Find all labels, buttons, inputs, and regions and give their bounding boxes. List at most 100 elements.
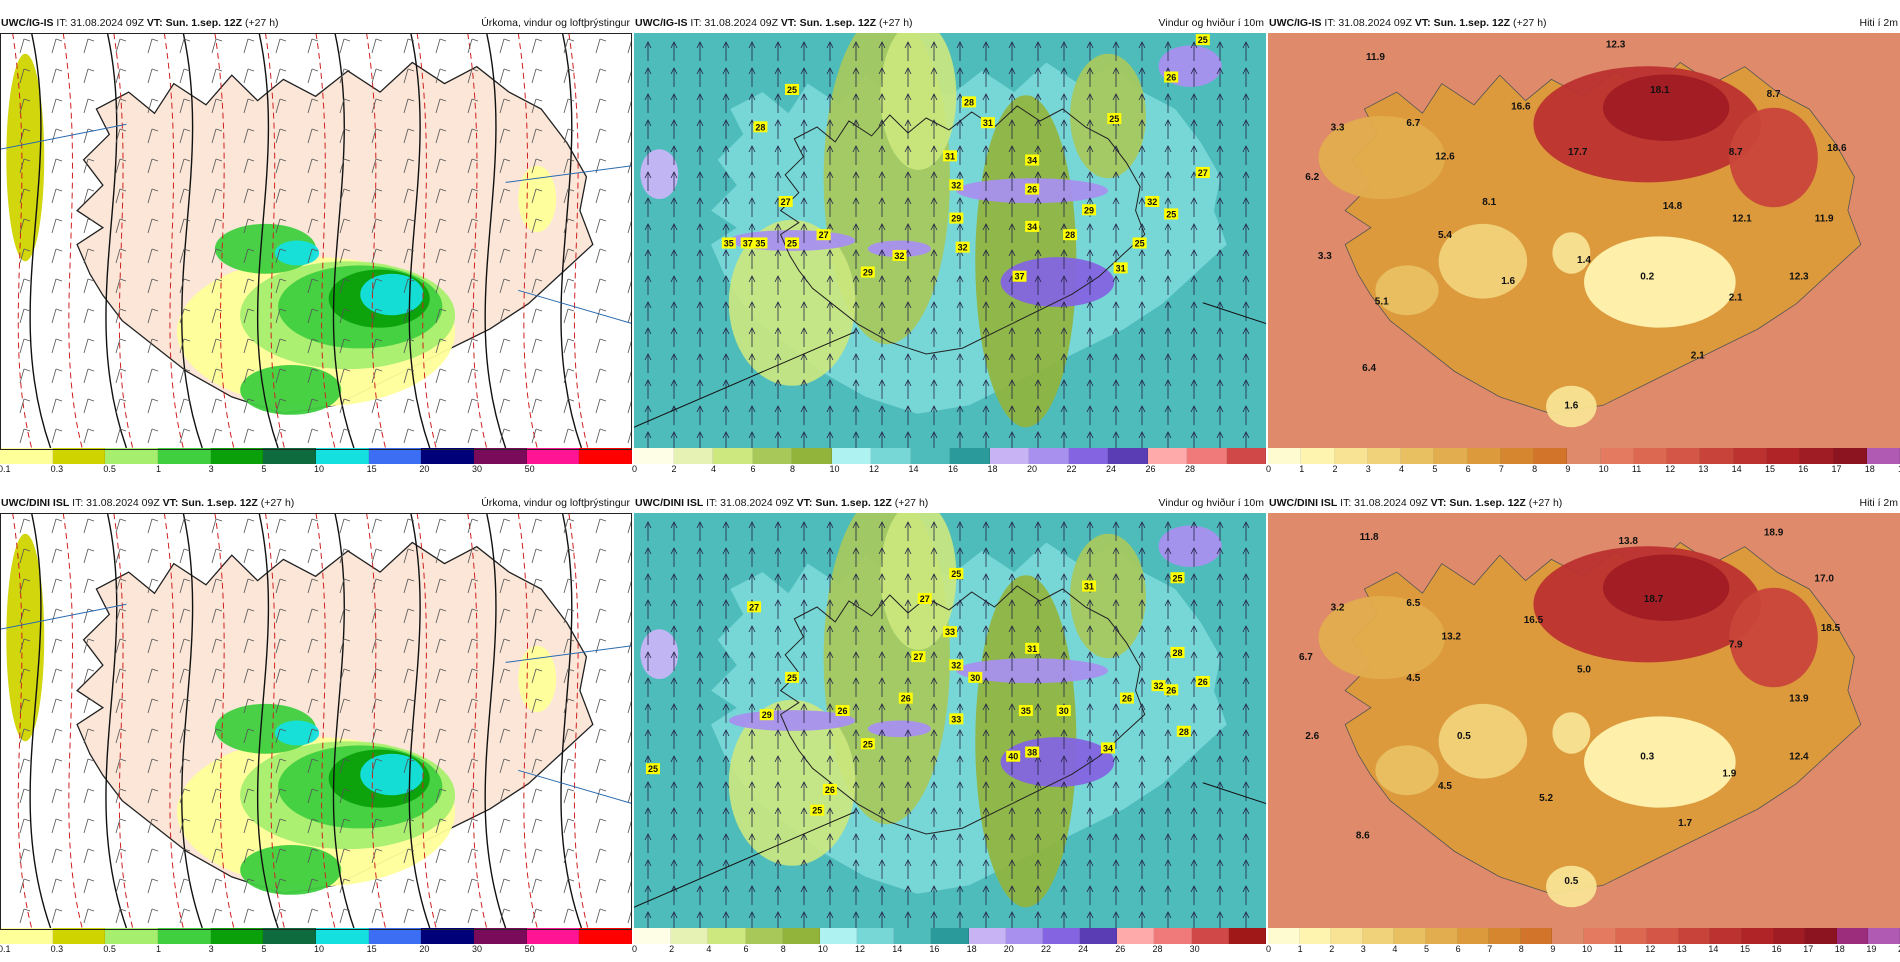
temperature-value: 14.8 [1663, 201, 1683, 212]
scale-tick-label: 5 [1424, 944, 1430, 954]
panel-header: UWC/DINI ISL IT: 31.08.2024 09Z VT: Sun.… [0, 494, 632, 512]
gust-marker-bg [943, 626, 957, 638]
scale-tick-label: 14 [908, 464, 919, 474]
temperature-value: 7.9 [1729, 640, 1743, 651]
scale-tick-label: 8 [1518, 944, 1524, 954]
color-scale-swatch [1489, 928, 1521, 944]
gust-marker-bg [1025, 220, 1040, 232]
color-scale-swatch [1042, 928, 1081, 944]
temperature-value: 17.7 [1568, 147, 1588, 158]
color-scale-swatch [1805, 928, 1837, 944]
gust-marker-bg [860, 738, 875, 750]
scale-tick-label: 9 [1565, 464, 1571, 474]
gust-marker-bg [1012, 270, 1027, 282]
scale-tick-label: 10 [314, 944, 325, 954]
temperature-value: 0.5 [1457, 731, 1471, 742]
scale-ticks: 01234567891011121314151617181920 [1266, 944, 1900, 956]
valid-time-label: VT: [780, 17, 797, 29]
temperature-value: 6.7 [1406, 118, 1420, 129]
gust-marker-bg [753, 237, 768, 249]
gust-marker-bg [1195, 34, 1210, 46]
lead-time: (+27 h) [1512, 17, 1547, 29]
gust-marker-bg [816, 229, 831, 241]
gust-value: 35 [755, 239, 765, 249]
scale-tick-label: 18 [1864, 464, 1875, 474]
scale-tick-label: 3 [1365, 464, 1371, 474]
gust-marker-bg [1195, 676, 1210, 687]
gust-value: 34 [1103, 743, 1113, 753]
run-info: UWC/DINI ISL IT: 31.08.2024 09Z VT: Sun.… [635, 494, 928, 512]
gust-marker-bg [1113, 262, 1128, 274]
gust-marker-bg [753, 121, 768, 133]
gust-marker-bg [1170, 646, 1185, 658]
temperature-value: 12.6 [1435, 151, 1455, 162]
color-scale-swatch [316, 448, 369, 464]
temperature-value: 3.2 [1331, 602, 1345, 613]
temperature-value: 5.0 [1577, 665, 1591, 676]
temperature-value: 18.5 [1821, 623, 1841, 634]
scale-tick-label: 5 [261, 464, 267, 474]
gust-marker-bg [917, 593, 932, 604]
scale-tick-label: 0.5 [103, 464, 116, 474]
gust-value: 27 [749, 602, 759, 612]
color-scale-swatch [1667, 448, 1701, 464]
valid-time: Sun. 1.sep. 12Z [181, 497, 258, 509]
temperature-value: 12.4 [1789, 752, 1809, 763]
gust-value: 25 [1109, 114, 1119, 124]
scale-tick-label: 16 [929, 944, 940, 954]
scale-tick-label: 26 [1145, 464, 1156, 474]
scale-tick-label: 17 [1803, 944, 1814, 954]
temperature-value: 11.8 [1360, 532, 1379, 543]
color-scale-swatch [1773, 928, 1806, 944]
color-scale-swatch [1833, 448, 1867, 464]
gust-marker-bg [645, 763, 660, 775]
color-scale-swatch [989, 448, 1029, 464]
color-scale-swatch [708, 928, 746, 944]
gust-marker-bg [892, 249, 907, 261]
gust-value: 25 [787, 673, 797, 683]
scale-tick-label: 20 [419, 464, 430, 474]
gust-value: 26 [825, 785, 835, 795]
valid-time: Sun. 1.sep. 12Z [1449, 497, 1526, 509]
color-scale-swatch [1029, 448, 1069, 464]
gust-marker-bg [1107, 113, 1122, 124]
temperature-value: 1.9 [1722, 768, 1736, 779]
color-scale-swatch [1268, 448, 1302, 464]
temperature-value: 0.3 [1640, 752, 1654, 763]
panel-header: UWC/DINI ISL IT: 31.08.2024 09Z VT: Sun.… [634, 494, 1266, 512]
scale-tick-label: 8 [780, 944, 786, 954]
panel-header: UWC/IG-IS IT: 31.08.2024 09Z VT: Sun. 1.… [1268, 14, 1900, 32]
color-scale-swatch [1434, 448, 1468, 464]
color-scale-swatch [1615, 928, 1648, 944]
gust-value: 38 [1027, 748, 1037, 758]
panel-precip-dini: UWC/DINI ISL IT: 31.08.2024 09Z VT: Sun.… [0, 494, 633, 962]
gust-marker-bg [955, 241, 970, 253]
gust-value: 37 [743, 239, 753, 249]
scale-tick-label: 26 [1115, 944, 1126, 954]
color-scale-swatch [263, 928, 317, 944]
gust-marker-bg [980, 117, 995, 129]
gust-marker-bg [1082, 204, 1097, 216]
panel-header: UWC/IG-IS IT: 31.08.2024 09Z VT: Sun. 1.… [0, 14, 632, 32]
lead-time: (+27 h) [244, 17, 279, 29]
map-canvas [0, 513, 632, 928]
gust-value: 31 [1084, 582, 1094, 592]
map-canvas: 27 25 27 25 29 33 27 32 30 31 26 31 26 33 25 35 30 26 26 40… [634, 513, 1266, 928]
gust-value: 35 [724, 239, 734, 249]
scale-tick-label: 0.3 [50, 464, 64, 474]
color-scale-swatch [1467, 448, 1501, 464]
gust-value: 34 [1027, 156, 1037, 166]
gust-value: 27 [819, 230, 829, 240]
scale-tick-label: 9 [1550, 944, 1556, 954]
temperature-value: 12.3 [1606, 39, 1626, 50]
gust-value: 33 [951, 714, 961, 724]
scale-tick-label: 3 [1360, 944, 1366, 954]
valid-time: Sun. 1.sep. 12Z [799, 17, 877, 29]
valid-time-label: VT: [1430, 497, 1447, 509]
color-scale [1268, 448, 1900, 464]
gust-marker-bg [1164, 208, 1179, 220]
gust-value: 28 [1179, 727, 1189, 737]
gust-value: 27 [913, 652, 923, 662]
temperature-value: 5.4 [1438, 230, 1452, 241]
gust-value: 25 [951, 569, 961, 579]
